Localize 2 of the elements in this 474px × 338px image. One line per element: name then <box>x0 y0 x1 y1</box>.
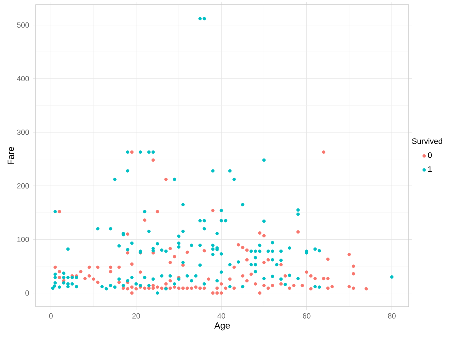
y-axis-title: Fare <box>8 147 14 164</box>
x-axis-title: Age <box>214 322 230 331</box>
